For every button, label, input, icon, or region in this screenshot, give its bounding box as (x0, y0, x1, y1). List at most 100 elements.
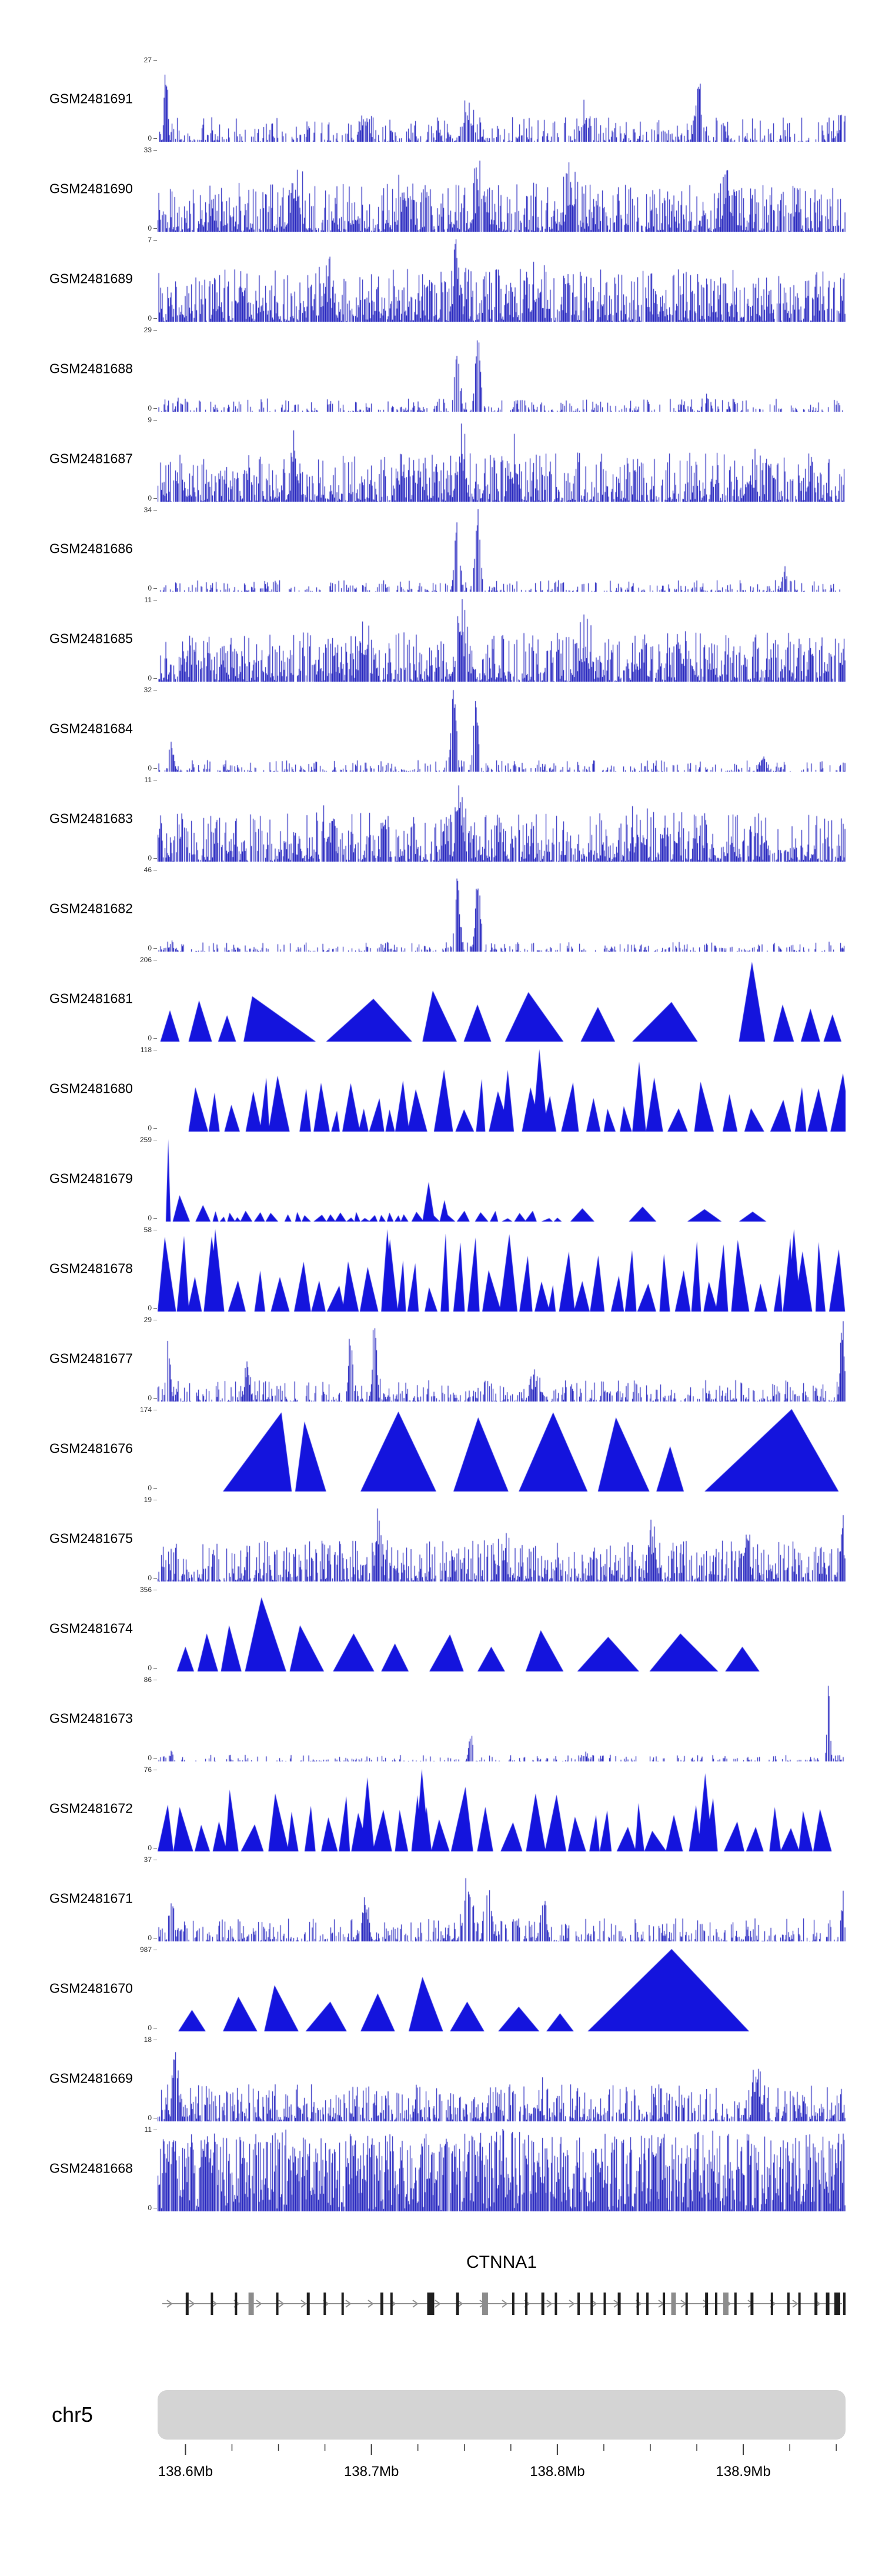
y-axis-max-label: 11 (125, 776, 157, 783)
track-plot: 118 0 (141, 1046, 846, 1132)
track-plot: 259 0 (140, 1136, 846, 1222)
y-axis-max-label: 58 (125, 1226, 157, 1233)
y-axis-zero-label: 0 (125, 1574, 157, 1581)
track-row: GSM2481684 32 0 (0, 686, 882, 772)
y-axis-zero-label: 0 (125, 1394, 157, 1402)
track-row: GSM2481687 9 0 (0, 416, 882, 502)
track-sample-label: GSM2481689 (49, 271, 133, 286)
track-sample-label: GSM2481691 (49, 91, 133, 106)
track-row: GSM2481668 11 0 (0, 2125, 882, 2211)
track-row: GSM2481670 987 0 (0, 1946, 882, 2031)
coverage-signal (158, 869, 846, 952)
y-axis-zero-label: 0 (125, 945, 157, 952)
y-axis-max-label: 9 (125, 416, 157, 423)
track-plot: 29 0 (144, 1316, 846, 1402)
y-axis-zero-label: 0 (125, 1214, 157, 1222)
track-plot: 174 0 (140, 1406, 846, 1491)
y-axis-max-label: 37 (125, 1856, 157, 1863)
track-row: GSM2481678 58 0 (0, 1226, 882, 1312)
track-sample-label: GSM2481672 (49, 1800, 133, 1816)
coverage-signal (158, 1499, 846, 1581)
track-sample-label: GSM2481680 (49, 1080, 133, 1096)
track-plot: 356 0 (140, 1586, 846, 1671)
track-sample-label: GSM2481686 (49, 540, 133, 556)
track-row: GSM2481679 259 0 (0, 1136, 882, 1222)
track-row: GSM2481683 11 0 (0, 776, 882, 862)
y-axis-max-label: 11 (125, 596, 157, 603)
chromosome-label: chr5 (52, 2403, 93, 2427)
y-axis-zero-label: 0 (125, 225, 157, 232)
track-plot: 11 0 (145, 776, 846, 862)
svg-text:138.7Mb: 138.7Mb (344, 2464, 399, 2480)
track-row: GSM2481669 18 0 (0, 2036, 882, 2121)
y-axis-max-label: 34 (125, 506, 157, 513)
y-axis-zero-label: 0 (125, 675, 157, 682)
y-axis-zero-label: 0 (125, 1035, 157, 1042)
svg-text:138.6Mb: 138.6Mb (158, 2464, 213, 2480)
track-row: GSM2481676 174 0 (0, 1406, 882, 1491)
track-plot: 11 0 (145, 2125, 846, 2211)
coverage-signal (158, 689, 846, 772)
track-row: GSM2481691 27 0 (0, 56, 882, 142)
y-axis-zero-label: 0 (125, 2114, 157, 2121)
track-plot: 46 0 (144, 866, 846, 952)
y-axis-max-label: 19 (125, 1496, 157, 1503)
y-axis-max-label: 206 (125, 956, 157, 963)
y-axis-max-label: 27 (125, 56, 157, 64)
gene-name-label: CTNNA1 (466, 2253, 537, 2272)
track-sample-label: GSM2481671 (49, 1890, 133, 1906)
gene-model (162, 2293, 846, 2315)
track-plot: 58 0 (144, 1226, 846, 1312)
y-axis-max-label: 76 (125, 1766, 157, 1773)
y-axis-zero-label: 0 (125, 495, 157, 502)
track-sample-label: GSM2481675 (49, 1530, 133, 1546)
track-plot: 76 0 (144, 1766, 846, 1851)
coverage-signal (158, 779, 846, 862)
coverage-signal (158, 59, 846, 142)
genome-axis: 138.6Mb 138.7Mb 138.8Mb 138.9Mb (158, 2444, 837, 2480)
track-plot: 18 0 (144, 2036, 846, 2121)
y-axis-zero-label: 0 (125, 2204, 157, 2211)
coverage-signal (158, 2129, 846, 2211)
coverage-signal (158, 1949, 846, 2031)
track-plot: 29 0 (144, 326, 846, 412)
track-sample-label: GSM2481670 (49, 1980, 133, 1996)
coverage-signal (158, 599, 846, 682)
y-axis-max-label: 7 (125, 236, 157, 243)
y-axis-zero-label: 0 (125, 405, 157, 412)
svg-text:138.9Mb: 138.9Mb (716, 2464, 770, 2480)
y-axis-zero-label: 0 (125, 1484, 157, 1491)
y-axis-zero-label: 0 (125, 315, 157, 322)
y-axis-max-label: 46 (125, 866, 157, 873)
y-axis-max-label: 174 (125, 1406, 157, 1413)
track-sample-label: GSM2481685 (49, 630, 133, 646)
coverage-signal (158, 1229, 846, 1312)
y-axis-max-label: 18 (125, 2036, 157, 2043)
coverage-signal (158, 2039, 846, 2121)
coverage-tracks: GSM2481691 27 0 GSM2481690 33 0 GSM24816… (0, 56, 882, 2215)
coverage-signal (158, 239, 846, 322)
track-row: GSM2481686 34 0 (0, 506, 882, 592)
coverage-signal (158, 1859, 846, 1941)
coverage-signal (158, 959, 846, 1042)
y-axis-max-label: 33 (125, 146, 157, 154)
track-plot: 206 0 (140, 956, 846, 1042)
coverage-signal (158, 1319, 846, 1402)
track-sample-label: GSM2481679 (49, 1170, 133, 1186)
y-axis-max-label: 356 (125, 1586, 157, 1593)
track-plot: 33 0 (144, 146, 846, 232)
track-plot: 7 0 (148, 236, 846, 322)
coverage-signal (158, 1679, 846, 1761)
y-axis-zero-label: 0 (125, 1754, 157, 1761)
y-axis-zero-label: 0 (125, 2024, 157, 2031)
track-sample-label: GSM2481684 (49, 720, 133, 736)
coverage-signal (158, 1769, 846, 1851)
y-axis-max-label: 987 (125, 1946, 157, 1953)
track-row: GSM2481680 118 0 (0, 1046, 882, 1132)
y-axis-zero-label: 0 (125, 1125, 157, 1132)
y-axis-zero-label: 0 (125, 1844, 157, 1851)
track-row: GSM2481673 86 0 (0, 1676, 882, 1761)
track-sample-label: GSM2481682 (49, 900, 133, 916)
track-sample-label: GSM2481690 (49, 181, 133, 196)
